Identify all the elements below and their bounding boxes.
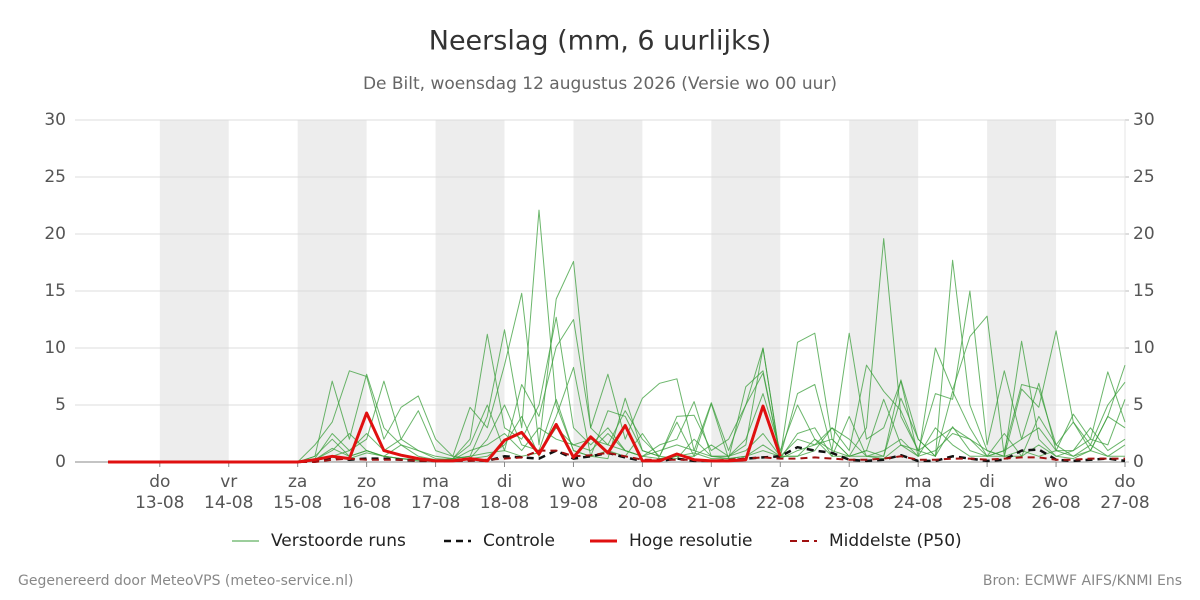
legend-label: Controle [483,531,555,551]
chart-subtitle: De Bilt, woensdag 12 augustus 2026 (Vers… [363,74,837,94]
y2-tick-label: 30 [1133,110,1155,130]
footer-right: Bron: ECMWF AIFS/KNMI Ens [983,573,1182,589]
x-tick-day: za [288,472,307,492]
footer-left: Gegenereerd door MeteoVPS (meteo-service… [18,573,353,589]
y-tick-label: 0 [55,452,66,472]
x-tick-day: za [771,472,790,492]
legend-label: Verstoorde runs [271,531,406,551]
x-tick-label: 19-08 [549,493,598,513]
x-tick-day: zo [357,472,376,492]
y2-tick-label: 5 [1133,395,1144,415]
y2-tick-label: 15 [1133,281,1155,301]
legend-item: Verstoorde runs [232,531,406,551]
legend-label: Middelste (P50) [829,531,962,551]
legend-label: Hoge resolutie [629,531,753,551]
x-tick-day: do [1114,472,1135,492]
y2-tick-label: 20 [1133,224,1155,244]
y-tick-label: 25 [44,167,66,187]
x-tick-day: di [497,472,513,492]
x-tick-label: 16-08 [342,493,391,513]
y2-tick-label: 10 [1133,338,1155,358]
legend-item: Middelste (P50) [790,531,962,551]
y-tick-label: 15 [44,281,66,301]
y-tick-label: 20 [44,224,66,244]
x-tick-label: 24-08 [893,493,942,513]
legend-item: Hoge resolutie [590,531,753,551]
legend-item: Controle [444,531,555,551]
x-tick-label: 23-08 [825,493,874,513]
x-tick-day: do [632,472,653,492]
x-tick-label: 25-08 [962,493,1011,513]
x-tick-day: zo [840,472,859,492]
x-tick-label: 27-08 [1100,493,1149,513]
x-tick-day: ma [422,472,449,492]
x-tick-label: 15-08 [273,493,322,513]
x-tick-day: ma [905,472,932,492]
x-tick-day: vr [703,472,720,492]
series-line [108,404,782,464]
x-tick-day: wo [561,472,585,492]
x-tick-label: 14-08 [204,493,253,513]
chart-title: Neerslag (mm, 6 uurlijks) [429,26,771,57]
x-tick-label: 20-08 [618,493,667,513]
x-tick-label: 17-08 [411,493,460,513]
x-tick-label: 13-08 [135,493,184,513]
x-tick-day: vr [220,472,237,492]
x-tick-label: 22-08 [756,493,805,513]
y2-tick-label: 25 [1133,167,1155,187]
y-tick-label: 30 [44,110,66,130]
x-tick-label: 26-08 [1031,493,1080,513]
y-tick-label: 10 [44,338,66,358]
y2-tick-label: 0 [1133,452,1144,472]
x-tick-label: 21-08 [687,493,736,513]
x-tick-day: wo [1044,472,1068,492]
x-tick-day: di [979,472,995,492]
x-tick-label: 18-08 [480,493,529,513]
y-tick-label: 5 [55,395,66,415]
x-tick-day: do [149,472,170,492]
